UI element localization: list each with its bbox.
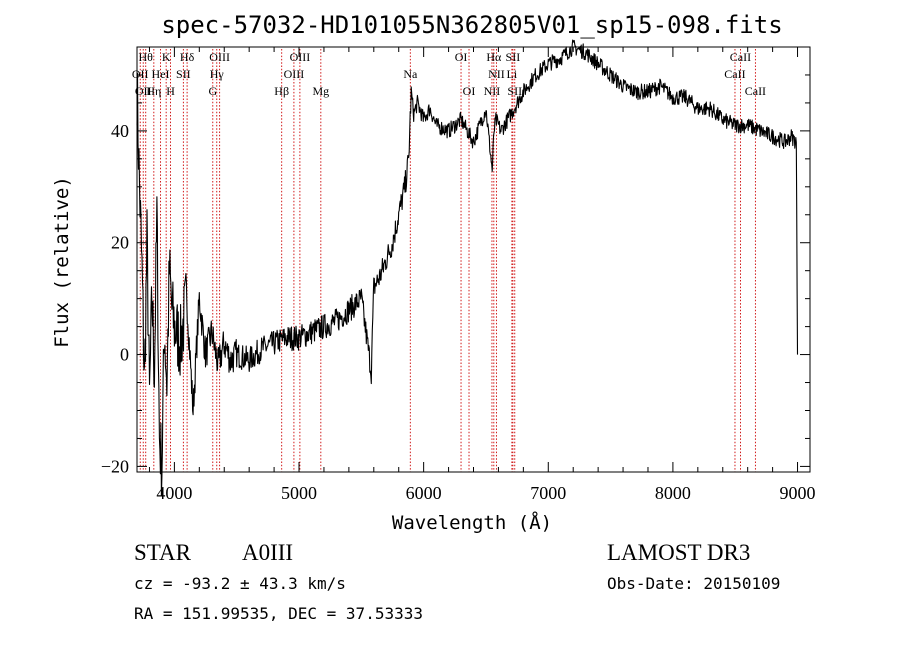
spectral-line-markers xyxy=(139,49,756,472)
x-tick-label: 4000 xyxy=(156,483,192,503)
x-tick-label: 7000 xyxy=(530,483,566,503)
y-tick-label: 20 xyxy=(111,233,129,253)
y-tick-label: 40 xyxy=(111,121,129,141)
x-tick-label: 5000 xyxy=(281,483,317,503)
x-axis: 4000 5000 6000 7000 8000 9000 xyxy=(148,47,816,503)
y-tick-label: 0 xyxy=(120,345,129,365)
y-axis-label: Flux (relative) xyxy=(51,176,73,348)
spectral-line-label: Hα xyxy=(486,50,502,64)
spectral-line-label: H xyxy=(166,84,175,98)
spectral-line-label: Mg xyxy=(312,84,329,98)
spectral-line-label: OIII xyxy=(290,50,311,64)
redshift-readout: cz = -93.2 ± 43.3 km/s xyxy=(134,574,346,593)
x-tick-label: 8000 xyxy=(655,483,691,503)
spectral-line-label: OIII xyxy=(284,67,305,81)
spectral-line-label: K xyxy=(162,50,171,64)
coordinates-readout: RA = 151.99535, DEC = 37.53333 xyxy=(134,604,423,623)
spectral-line-label: OI xyxy=(455,50,468,64)
spectral-line-label: CaII xyxy=(730,50,751,64)
spectral-line-label: G xyxy=(208,84,217,98)
spectral-line-label: Hβ xyxy=(274,84,289,98)
spectral-line-label: OII xyxy=(132,67,149,81)
spectral-line-label: NII xyxy=(484,84,501,98)
spectral-line-label: Hγ xyxy=(210,67,225,81)
spectral-line-label: HeI xyxy=(152,67,170,81)
y-tick-label: −20 xyxy=(101,456,129,476)
spectral-line-label: OIII xyxy=(209,50,230,64)
spectral-line-label: Li xyxy=(507,67,518,81)
spectral-line-label: SII xyxy=(506,50,521,64)
spectral-line-labels: OIIOIIHθHηHeIKHSIIHδGHγOIIIHβOIIIOIIIMgN… xyxy=(132,50,766,98)
object-subclass: A0III xyxy=(242,540,293,565)
observation-date: Obs-Date: 20150109 xyxy=(607,574,780,593)
object-class: STAR xyxy=(134,540,192,565)
x-tick-label: 9000 xyxy=(780,483,816,503)
chart-title: spec-57032-HD101055N362805V01_sp15-098.f… xyxy=(161,11,782,39)
x-axis-label: Wavelength (Å) xyxy=(392,511,552,534)
survey-name: LAMOST DR3 xyxy=(607,540,750,565)
spectral-line-label: SII xyxy=(507,84,522,98)
spectral-line-label: Hη xyxy=(146,84,161,98)
spectral-line-label: Hθ xyxy=(139,50,154,64)
x-tick-label: 6000 xyxy=(406,483,442,503)
spectral-line-label: CaII xyxy=(724,67,745,81)
spectral-line-label: Hδ xyxy=(180,50,195,64)
y-axis: −20 0 20 40 xyxy=(101,74,810,476)
spectral-line-label: NII xyxy=(488,67,505,81)
spectral-line-label: OII xyxy=(135,84,152,98)
spectral-line-label: CaII xyxy=(745,84,766,98)
spectrum-series-line xyxy=(136,39,799,497)
spectral-line-label: SII xyxy=(176,67,191,81)
spectral-line-label: OI xyxy=(463,84,476,98)
spectral-line-label: Na xyxy=(403,67,418,81)
